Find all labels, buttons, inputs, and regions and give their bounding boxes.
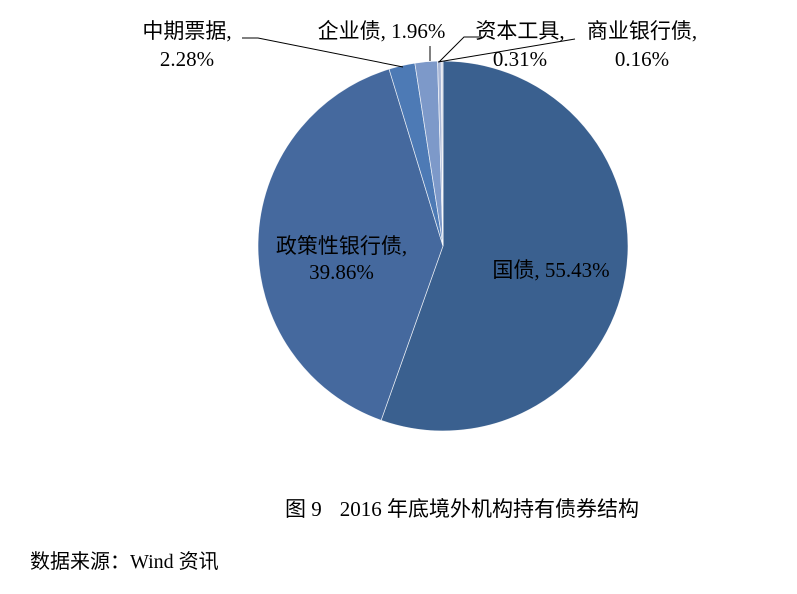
- pie-slices-group: [257, 60, 629, 432]
- leader-line-zhongqipiaoju: [242, 37, 404, 68]
- slice-label-line: 0.16%: [614, 47, 670, 71]
- slice-label-guozhai: 国债, 55.43%: [466, 257, 636, 283]
- slice-label-line: 国债, 55.43%: [492, 258, 610, 282]
- leader-line-ziben: [438, 36, 482, 63]
- slice-label-line: 商业银行债,: [586, 19, 698, 43]
- slice-label-zhengcexing: 政策性银行债, 39.86%: [254, 233, 429, 285]
- figure-number: 图 9: [285, 497, 322, 521]
- slice-label-line: 企业债, 1.96%: [317, 19, 446, 43]
- pie-slice-zhengcexing: [257, 68, 444, 421]
- figure-caption: 图 9 2016 年底境外机构持有债券结构: [285, 493, 639, 523]
- slice-label-line: 0.31%: [492, 47, 548, 71]
- slice-label-line: 政策性银行债,: [275, 234, 408, 258]
- slice-label-shangye: 商业银行债, 0.16%: [563, 17, 721, 73]
- figure-title: 2016 年底境外机构持有债券结构: [339, 497, 639, 521]
- slice-label-zhongqipiaoju: 中期票据, 2.28%: [112, 17, 262, 73]
- leader-line-shangye: [437, 38, 576, 63]
- slice-label-line: 资本工具,: [475, 19, 565, 43]
- pie-slice-guozhai: [380, 60, 629, 432]
- slice-label-line: 39.86%: [309, 260, 374, 284]
- leader-lines-group: [242, 36, 576, 68]
- slice-label-ziben: 资本工具, 0.31%: [445, 17, 595, 73]
- slice-label-line: 2.28%: [159, 47, 215, 71]
- data-source-note: 数据来源：Wind 资讯: [30, 551, 219, 573]
- slice-label-line: 中期票据,: [142, 19, 232, 43]
- slice-label-qiyezhai: 企业债, 1.96%: [304, 17, 459, 45]
